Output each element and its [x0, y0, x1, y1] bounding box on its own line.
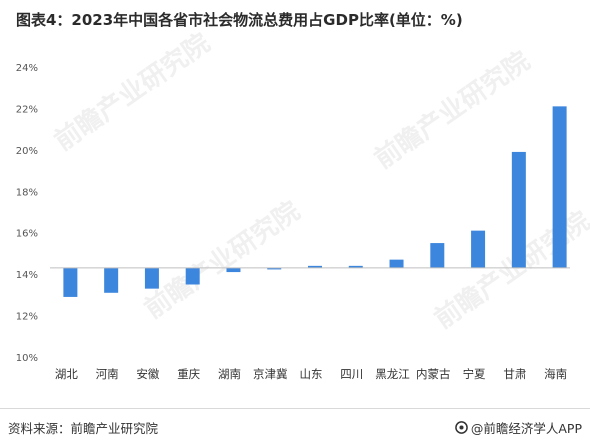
footer-divider — [0, 408, 590, 409]
source-note: 资料来源：前瞻产业研究院 — [8, 421, 159, 436]
bar — [104, 267, 119, 293]
x-tick-label: 黑龙江 — [375, 367, 410, 381]
y-tick-label: 10% — [16, 353, 38, 364]
bar — [185, 267, 200, 285]
bar — [144, 267, 159, 289]
x-tick-label: 宁夏 — [463, 367, 486, 381]
bar — [430, 243, 445, 268]
x-tick-label: 内蒙古 — [416, 367, 451, 381]
y-tick-label: 20% — [16, 146, 38, 157]
x-tick-label: 京津冀 — [253, 367, 288, 381]
y-tick-label: 16% — [16, 229, 38, 240]
bar — [511, 151, 526, 268]
brand-text: @前瞻经济学人APP — [470, 421, 582, 436]
x-tick-label: 安徽 — [136, 367, 159, 381]
y-tick-label: 12% — [16, 312, 38, 323]
x-tick-label: 海南 — [544, 367, 567, 381]
bar — [389, 259, 404, 268]
y-tick-label: 22% — [16, 104, 38, 115]
chart-title: 图表4：2023年中国各省市社会物流总费用占GDP比率(单位：%) — [16, 11, 463, 29]
bar — [308, 265, 322, 268]
bar — [552, 106, 567, 268]
brand-logo-icon — [455, 421, 468, 434]
bar-chart: 10% 12% 14% 16% 18% 20% 22% 24% 湖北 河南 安徽 重庆 湖南 京津冀 山东 四… — [16, 63, 570, 381]
y-tick-label: 14% — [16, 270, 38, 281]
x-tick-label: 湖北 — [55, 367, 78, 381]
bar — [471, 230, 486, 268]
x-tick-label: 湖南 — [218, 367, 241, 381]
y-tick-label: 18% — [16, 187, 38, 198]
y-tick-label: 24% — [16, 63, 38, 74]
x-tick-label: 甘肃 — [503, 367, 526, 381]
brand-credit: @前瞻经济学人APP — [455, 418, 582, 437]
bar — [267, 267, 282, 270]
bar — [63, 267, 78, 297]
x-tick-label: 四川 — [340, 367, 363, 381]
bar — [226, 267, 241, 273]
x-tick-label: 山东 — [300, 367, 323, 381]
x-tick-label: 河南 — [96, 367, 119, 381]
bar — [348, 265, 363, 268]
x-tick-label: 重庆 — [177, 367, 200, 381]
